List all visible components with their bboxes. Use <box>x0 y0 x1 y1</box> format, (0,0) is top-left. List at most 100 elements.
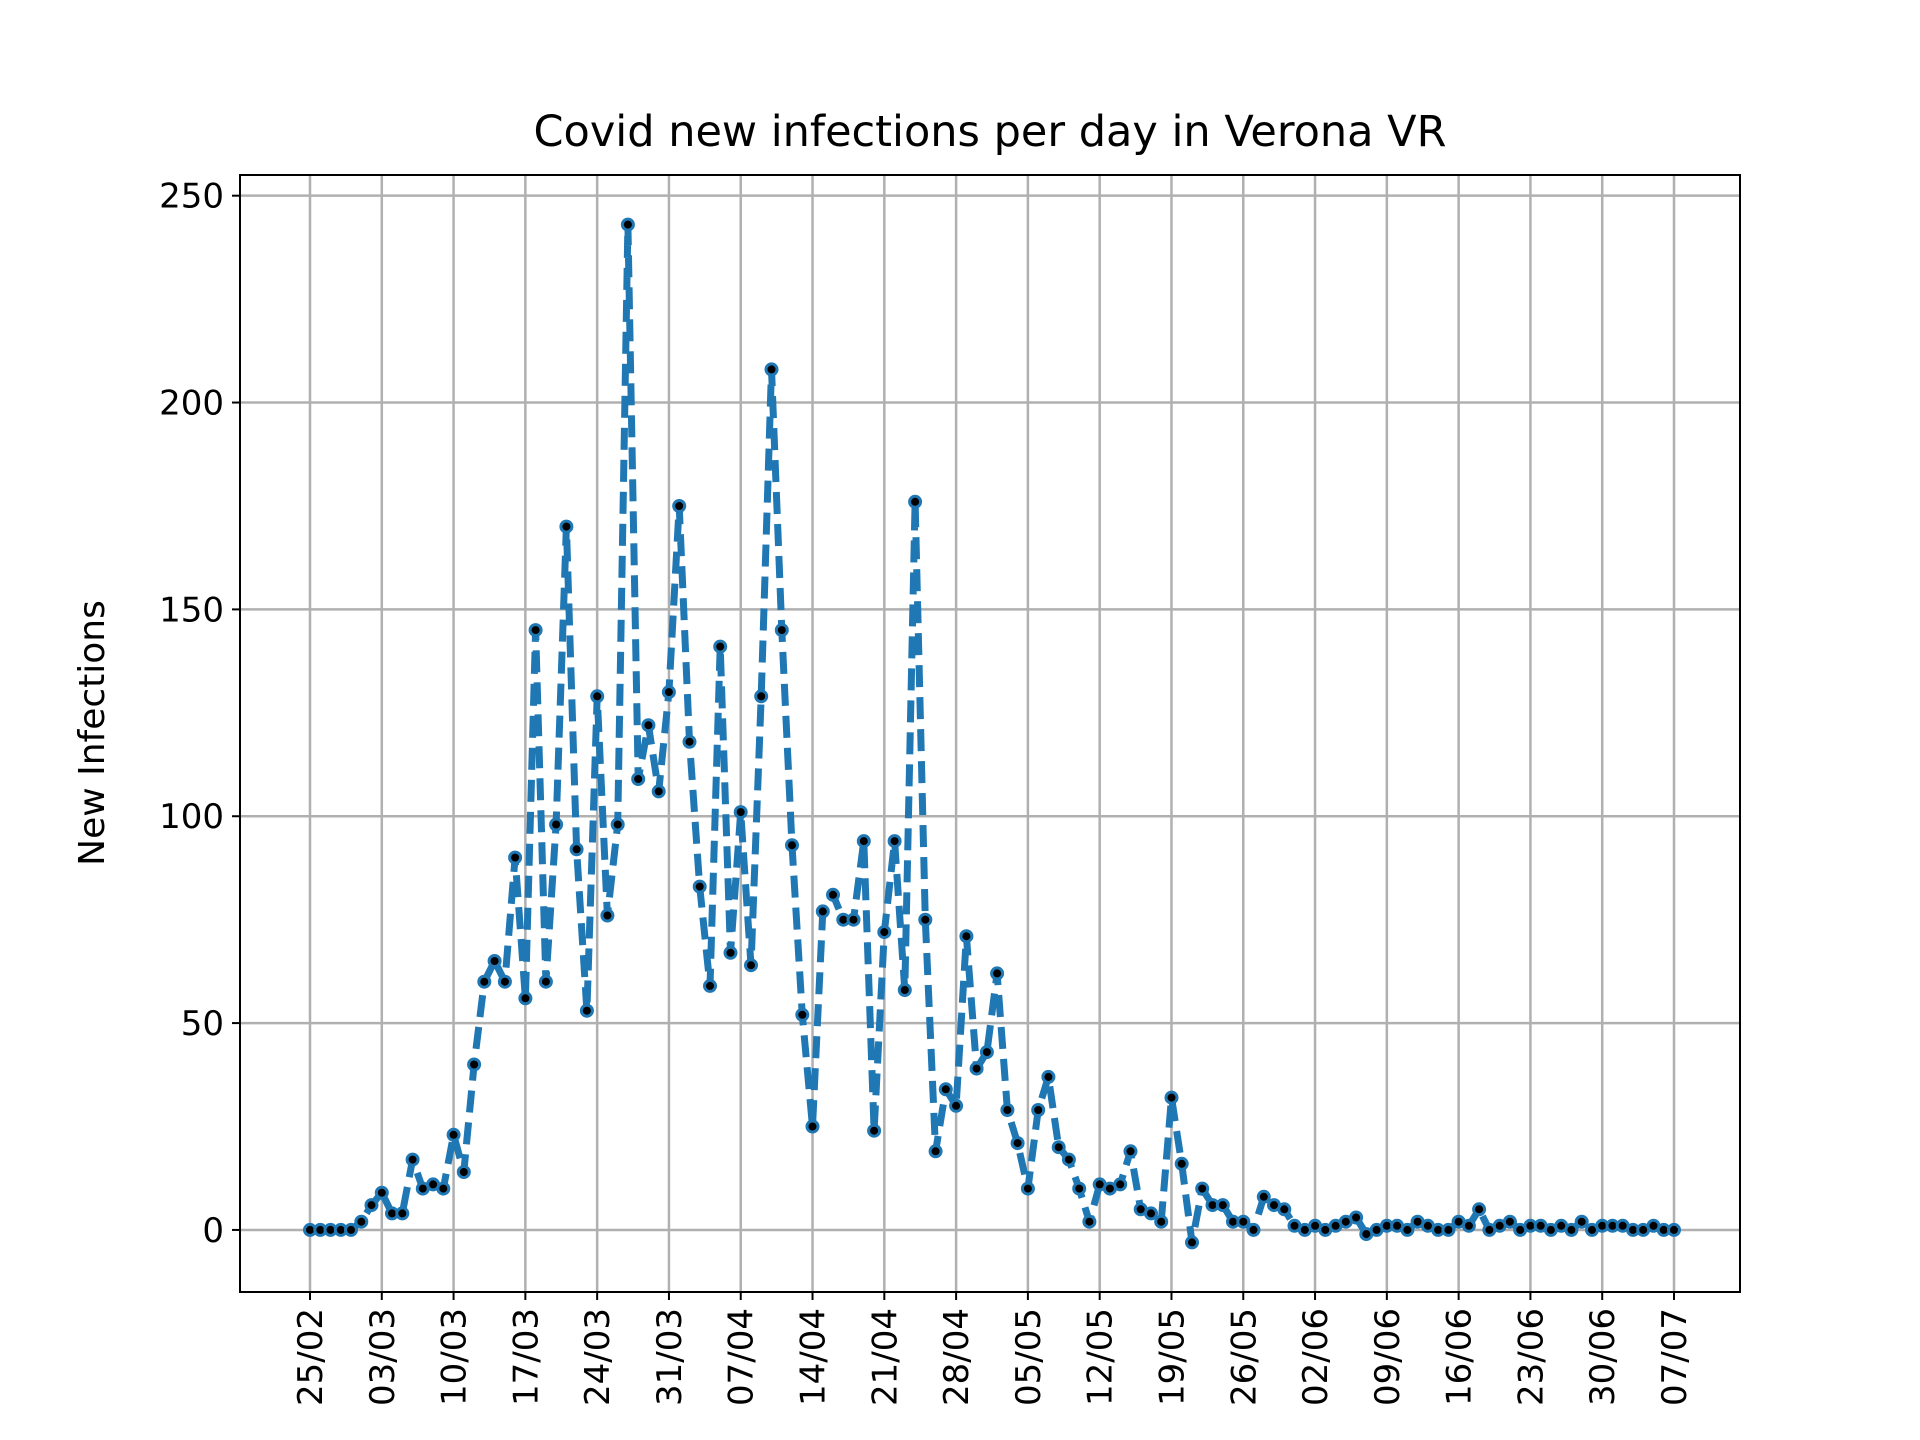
data-point <box>1154 1214 1169 1229</box>
data-point <box>395 1206 410 1221</box>
data-point <box>703 978 717 993</box>
x-tick-label: 12/05 <box>1081 1308 1121 1406</box>
data-point <box>436 1181 451 1196</box>
data-point <box>1502 1214 1517 1229</box>
data-point <box>1061 1152 1076 1167</box>
data-point <box>682 734 697 749</box>
data-point <box>1051 1140 1066 1155</box>
data-point <box>733 805 748 820</box>
series-line <box>310 221 1674 1246</box>
data-point <box>600 908 615 923</box>
data-point <box>990 966 1005 981</box>
data-point <box>518 991 533 1006</box>
x-tick-label: 02/06 <box>1296 1308 1336 1406</box>
data-point <box>877 925 892 940</box>
x-tick-label: 23/06 <box>1511 1308 1551 1406</box>
x-tick-label: 25/02 <box>291 1308 331 1406</box>
x-tick-label: 17/03 <box>506 1308 546 1406</box>
data-point <box>1574 1214 1589 1229</box>
x-tick-label: 05/05 <box>1009 1308 1049 1406</box>
data-point <box>959 929 974 944</box>
x-tick-label: 19/05 <box>1152 1308 1192 1406</box>
x-tick-label: 31/03 <box>650 1308 690 1406</box>
data-point <box>1472 1202 1487 1217</box>
data-point <box>1349 1210 1364 1225</box>
data-point <box>1113 1177 1128 1192</box>
data-point <box>590 689 605 704</box>
ticks: 0 50 100 150 200 250 25/02 03/03 10/03 17/03 24/03… <box>159 177 1695 1406</box>
data-point <box>354 1214 369 1229</box>
data-point <box>405 1152 420 1167</box>
data-point <box>487 954 502 968</box>
data-point <box>1010 1136 1025 1151</box>
y-tick-label: 0 <box>202 1211 224 1251</box>
data-point <box>610 817 625 832</box>
data-point <box>549 817 564 832</box>
x-tick-label: 07/04 <box>722 1308 762 1406</box>
data-point <box>692 879 707 894</box>
data-point <box>1236 1214 1251 1229</box>
series-layer <box>303 217 1681 1250</box>
data-point <box>1564 1222 1579 1237</box>
data-point <box>1667 1222 1681 1237</box>
data-point <box>559 519 574 534</box>
x-tick-label: 24/03 <box>578 1308 618 1406</box>
plot-frame <box>239 174 1741 1293</box>
data-point <box>1195 1181 1210 1196</box>
x-tick-label: 14/04 <box>794 1308 834 1406</box>
data-point <box>979 1045 994 1060</box>
data-point <box>918 912 933 927</box>
data-point <box>672 499 687 513</box>
data-point <box>805 1119 820 1134</box>
chart-title: Covid new infections per day in Verona V… <box>534 107 1447 157</box>
data-point <box>908 494 923 509</box>
x-tick-label: 07/07 <box>1655 1308 1695 1406</box>
data-point <box>1185 1235 1199 1250</box>
data-point <box>651 784 666 799</box>
data-point <box>528 623 543 638</box>
data-point <box>620 217 635 232</box>
data-point <box>1215 1198 1230 1213</box>
data-point <box>631 772 646 786</box>
data-point <box>569 842 584 857</box>
data-point <box>1441 1222 1456 1237</box>
data-point <box>1041 1069 1056 1084</box>
data-point <box>1020 1181 1035 1196</box>
x-tick-label: 30/06 <box>1583 1308 1623 1406</box>
x-tick-label: 10/03 <box>435 1308 475 1406</box>
data-point <box>856 834 871 849</box>
x-tick-label: 16/06 <box>1440 1308 1480 1406</box>
y-axis-label: New Infections <box>72 600 113 866</box>
data-point <box>497 974 512 989</box>
data-point <box>374 1185 389 1200</box>
data-point <box>1164 1090 1179 1105</box>
data-point <box>723 945 738 960</box>
x-tick-label: 28/04 <box>937 1308 977 1406</box>
data-point <box>867 1123 882 1138</box>
data-point <box>1123 1144 1138 1159</box>
data-point <box>949 1098 964 1113</box>
data-point <box>579 1003 594 1018</box>
data-point <box>477 974 492 989</box>
data-point <box>969 1061 984 1076</box>
data-point <box>754 689 769 704</box>
data-point <box>1000 1103 1015 1117</box>
data-point <box>887 834 902 849</box>
y-tick-label: 50 <box>181 1004 224 1044</box>
data-point <box>456 1165 471 1179</box>
data-point <box>1277 1202 1292 1217</box>
data-point <box>538 974 553 989</box>
data-point <box>764 362 779 377</box>
data-point <box>1256 1189 1271 1204</box>
y-tick-label: 200 <box>159 384 224 424</box>
data-point <box>846 912 861 927</box>
data-point <box>1144 1206 1158 1221</box>
data-point <box>928 1144 943 1159</box>
y-tick-label: 150 <box>159 590 224 630</box>
data-point <box>344 1222 358 1237</box>
data-point <box>1246 1222 1261 1237</box>
data-point <box>795 1007 810 1022</box>
x-tick-label: 09/06 <box>1368 1308 1408 1406</box>
data-point <box>744 958 758 973</box>
